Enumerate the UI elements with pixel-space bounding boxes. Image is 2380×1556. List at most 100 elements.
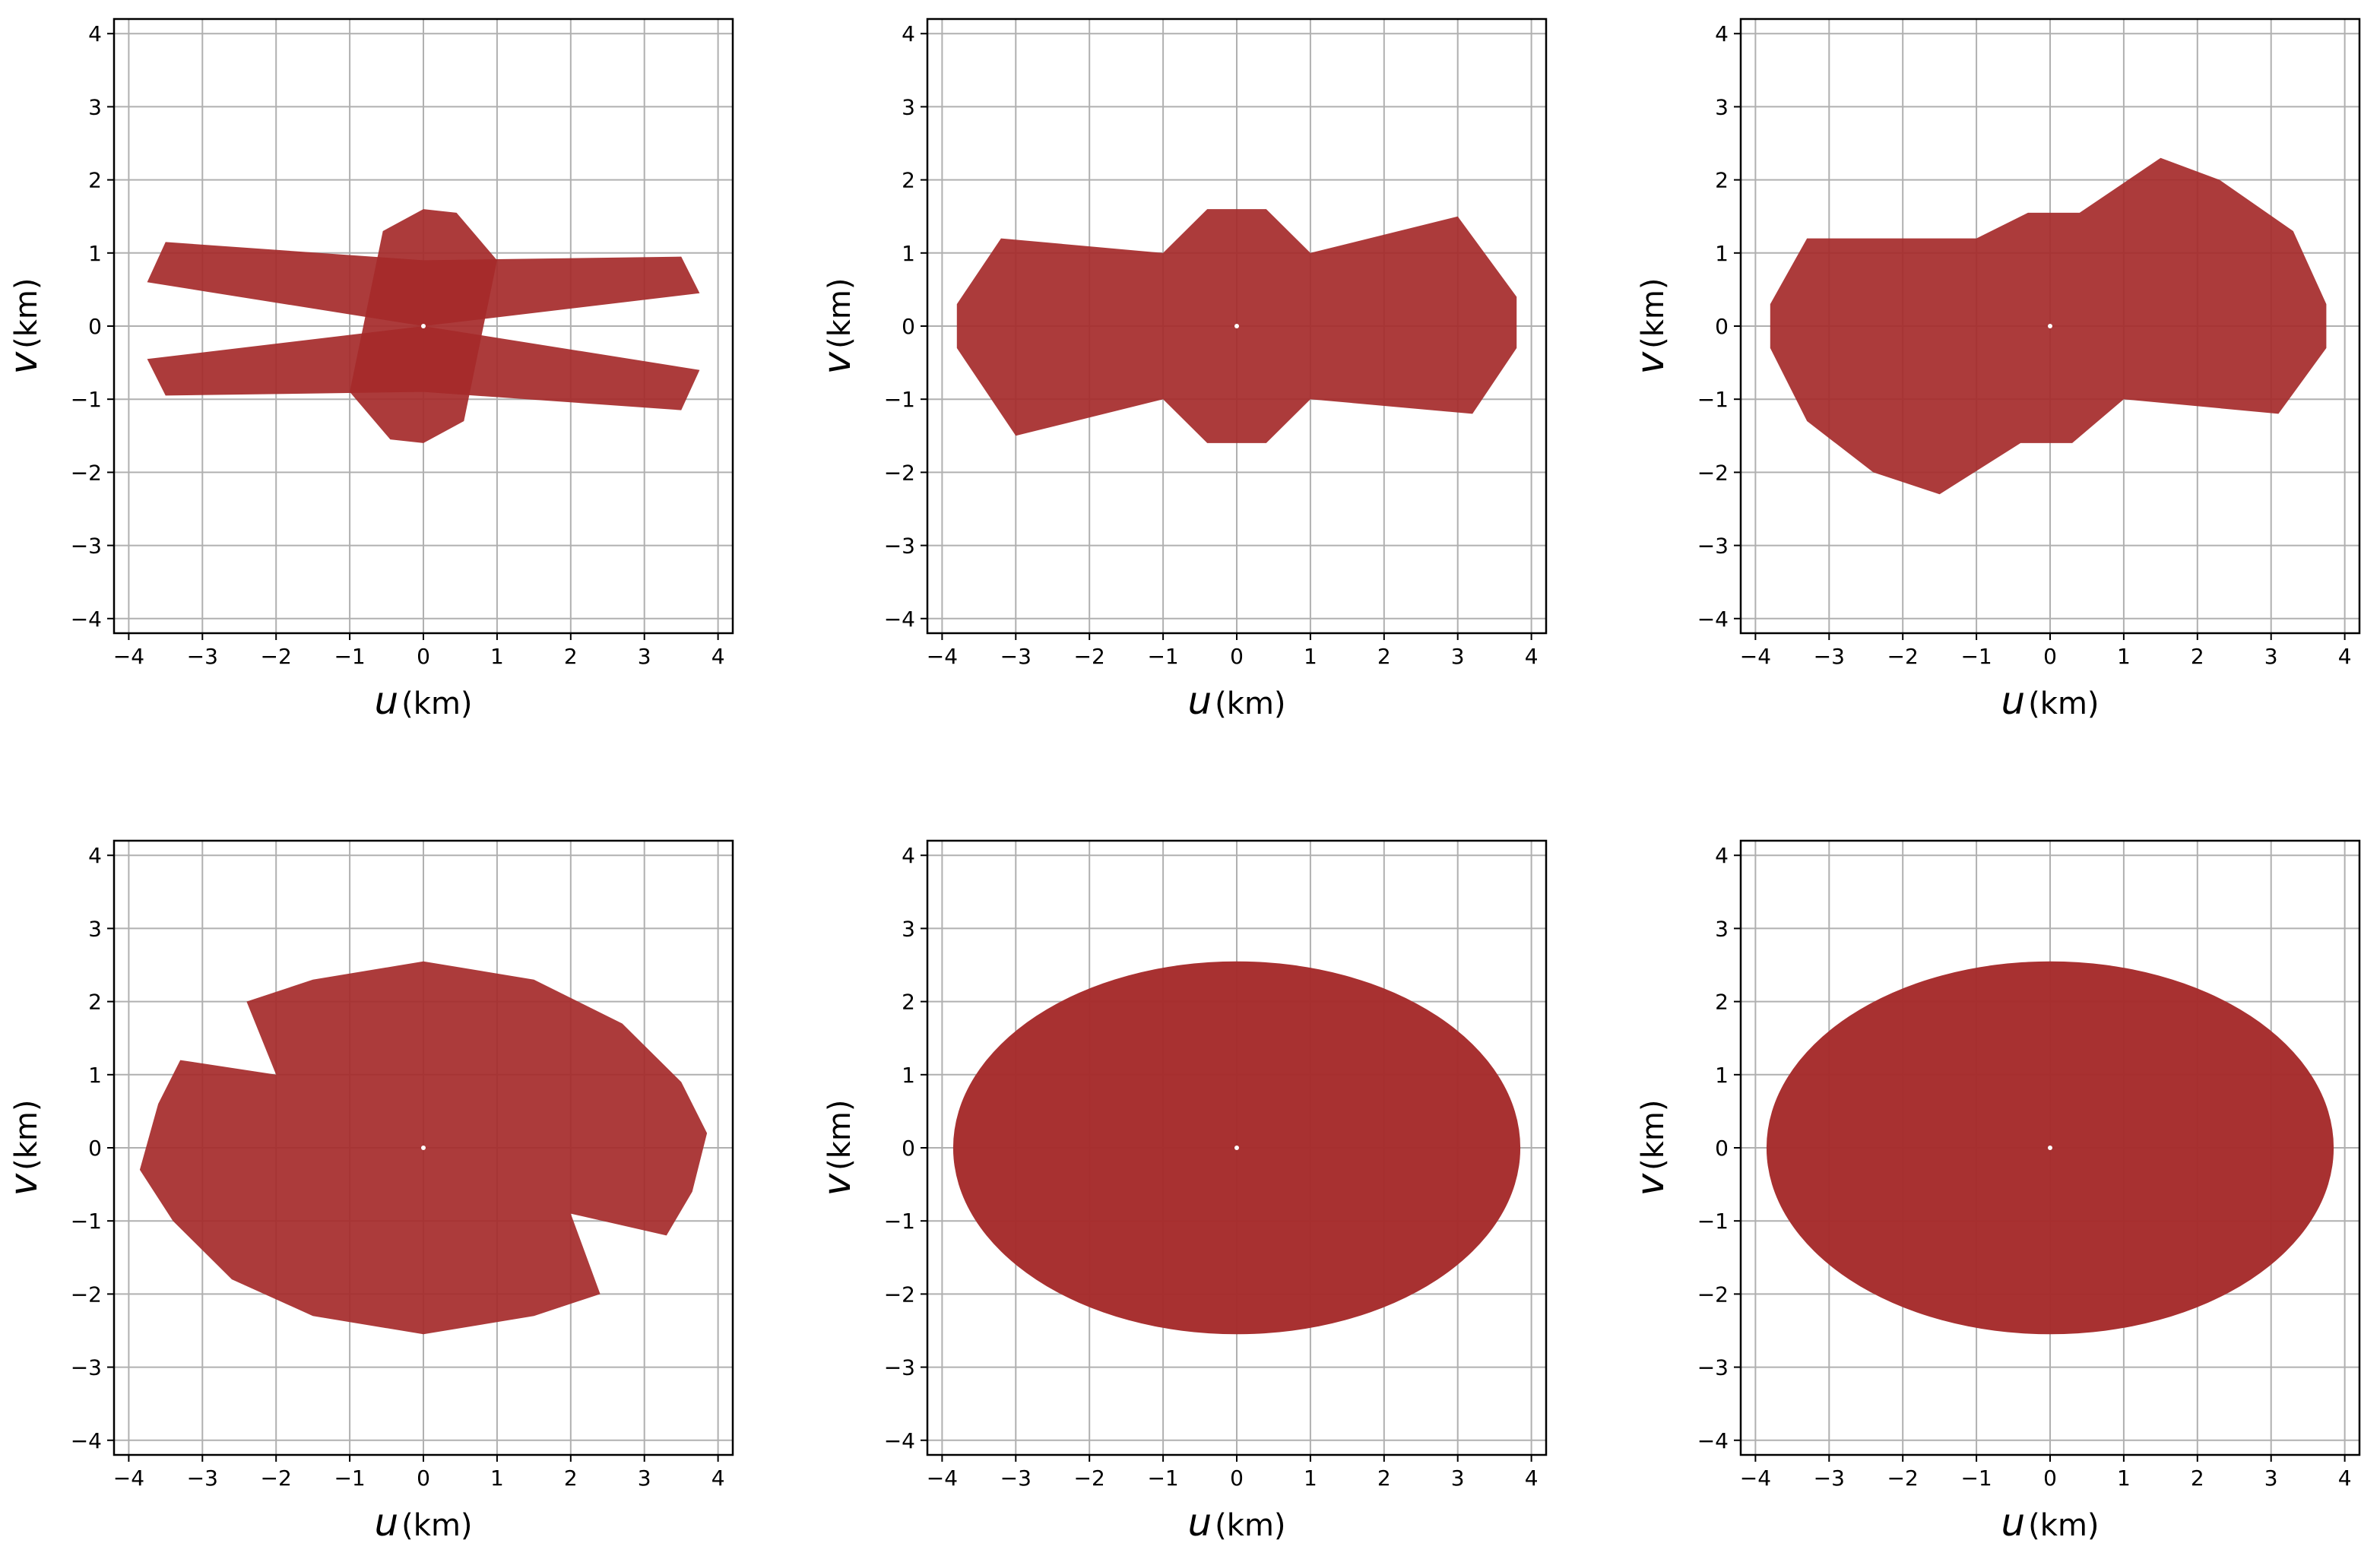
uv-coverage bbox=[952, 961, 1521, 1335]
y-tick-label: −3 bbox=[71, 534, 102, 559]
y-tick-label: −2 bbox=[71, 460, 102, 485]
origin-marker bbox=[421, 1146, 426, 1150]
x-tick-label: −1 bbox=[334, 644, 365, 669]
y-tick-label: 2 bbox=[902, 990, 915, 1015]
y-tick-label: −4 bbox=[1697, 1428, 1729, 1453]
y-tick-label: 1 bbox=[902, 1063, 915, 1088]
y-tick-label: 4 bbox=[88, 843, 102, 868]
scatter-panel: −4 −3 −2 −1 0 1 2 3 4 −4 −3 −2 −1 0 1 2 3 4 u (km) v(km) bbox=[2, 17, 734, 723]
y-tick-label: −3 bbox=[884, 1355, 915, 1380]
x-tick-label: −2 bbox=[1887, 644, 1919, 669]
scatter-panel: −4 −3 −2 −1 0 1 2 3 4 −4 −3 −2 −1 0 1 2 3 4 u (km) v(km) bbox=[815, 17, 1548, 723]
y-axis-label: v(km) bbox=[2, 1100, 46, 1196]
origin-marker bbox=[2048, 1146, 2052, 1150]
y-tick-label: 2 bbox=[1715, 990, 1729, 1015]
x-axis-label: u (km) bbox=[2001, 679, 2099, 723]
x-tick-label: 1 bbox=[2117, 1466, 2131, 1491]
y-tick-label: 4 bbox=[1715, 21, 1729, 46]
x-tick-label: 0 bbox=[1230, 1466, 1244, 1491]
y-tick-label: −3 bbox=[71, 1355, 102, 1380]
x-tick-label: 2 bbox=[1377, 1466, 1391, 1491]
x-tick-label: −2 bbox=[1074, 1466, 1105, 1491]
y-tick-label: 4 bbox=[1715, 843, 1729, 868]
x-tick-label: −1 bbox=[1147, 1466, 1178, 1491]
x-tick-label: −2 bbox=[1887, 1466, 1919, 1491]
x-tick-label: 3 bbox=[638, 644, 651, 669]
x-tick-label: 4 bbox=[1525, 644, 1539, 669]
x-tick-label: −4 bbox=[927, 1466, 958, 1491]
x-tick-label: −2 bbox=[261, 644, 292, 669]
y-tick-label: −3 bbox=[1697, 534, 1729, 559]
y-tick-label: −4 bbox=[884, 607, 915, 632]
x-axis-label: u (km) bbox=[374, 1501, 472, 1545]
x-tick-label: −4 bbox=[1740, 644, 1771, 669]
x-tick-label: 3 bbox=[638, 1466, 651, 1491]
y-axis-label: v(km) bbox=[1628, 1100, 1672, 1196]
y-axis-label: v(km) bbox=[815, 1100, 859, 1196]
x-tick-label: −1 bbox=[1960, 1466, 1992, 1491]
x-tick-label: 2 bbox=[2191, 644, 2204, 669]
x-tick-label: 2 bbox=[564, 1466, 578, 1491]
y-tick-label: −3 bbox=[1697, 1355, 1729, 1380]
y-tick-label: −2 bbox=[1697, 460, 1729, 485]
origin-marker bbox=[421, 324, 426, 328]
x-tick-label: 1 bbox=[2117, 644, 2131, 669]
y-tick-label: 0 bbox=[1715, 314, 1729, 339]
x-tick-label: −1 bbox=[1960, 644, 1992, 669]
y-tick-label: −1 bbox=[1697, 387, 1729, 412]
origin-marker bbox=[1234, 324, 1239, 328]
x-tick-label: −4 bbox=[927, 644, 958, 669]
uv-coverage bbox=[1770, 157, 2327, 495]
y-tick-label: −1 bbox=[884, 387, 915, 412]
y-tick-label: −2 bbox=[1697, 1282, 1729, 1307]
y-tick-label: 2 bbox=[902, 168, 915, 193]
x-tick-label: 0 bbox=[2043, 644, 2057, 669]
x-tick-label: 0 bbox=[417, 1466, 430, 1491]
y-tick-label: 0 bbox=[902, 314, 915, 339]
x-tick-label: −3 bbox=[1814, 1466, 1845, 1491]
x-tick-label: 3 bbox=[2264, 644, 2278, 669]
scatter-panel: −4 −3 −2 −1 0 1 2 3 4 −4 −3 −2 −1 0 1 2 3 4 u (km) v(km) bbox=[1628, 839, 2361, 1545]
y-tick-label: 0 bbox=[1715, 1136, 1729, 1161]
x-tick-label: 0 bbox=[1230, 644, 1244, 669]
x-tick-label: −1 bbox=[334, 1466, 365, 1491]
y-tick-label: −1 bbox=[71, 1209, 102, 1234]
y-tick-label: 1 bbox=[88, 241, 102, 266]
y-tick-label: 0 bbox=[88, 1136, 102, 1161]
y-tick-label: 1 bbox=[88, 1063, 102, 1088]
uv-coverage bbox=[1766, 961, 2334, 1335]
y-tick-label: −2 bbox=[884, 1282, 915, 1307]
x-axis-label: u (km) bbox=[374, 679, 472, 723]
x-tick-label: 4 bbox=[711, 644, 725, 669]
x-tick-label: −4 bbox=[1740, 1466, 1771, 1491]
x-tick-label: 0 bbox=[417, 644, 430, 669]
x-tick-label: 1 bbox=[1304, 644, 1317, 669]
y-axis-label: v(km) bbox=[2, 278, 46, 375]
x-tick-label: 4 bbox=[711, 1466, 725, 1491]
y-tick-label: −4 bbox=[884, 1428, 915, 1453]
y-tick-label: 1 bbox=[902, 241, 915, 266]
x-axis-label: u (km) bbox=[2001, 1501, 2099, 1545]
y-tick-label: 3 bbox=[88, 916, 102, 941]
y-tick-label: 4 bbox=[902, 21, 915, 46]
x-tick-label: 1 bbox=[1304, 1466, 1317, 1491]
y-tick-label: 4 bbox=[902, 843, 915, 868]
y-axis-label: v(km) bbox=[815, 278, 859, 375]
y-tick-label: 3 bbox=[902, 94, 915, 119]
origin-marker bbox=[1234, 1146, 1239, 1150]
x-tick-label: 4 bbox=[2338, 644, 2352, 669]
y-tick-label: 2 bbox=[88, 990, 102, 1015]
origin-marker bbox=[2048, 324, 2052, 328]
uv-coverage bbox=[139, 961, 708, 1335]
y-tick-label: −4 bbox=[71, 1428, 102, 1453]
x-tick-label: 2 bbox=[564, 644, 578, 669]
y-tick-label: 2 bbox=[88, 168, 102, 193]
y-tick-label: −2 bbox=[884, 460, 915, 485]
y-tick-label: −4 bbox=[71, 607, 102, 632]
x-tick-label: 4 bbox=[2338, 1466, 2352, 1491]
y-tick-label: 3 bbox=[1715, 94, 1729, 119]
x-tick-label: −4 bbox=[113, 1466, 144, 1491]
x-axis-label: u (km) bbox=[1187, 679, 1285, 723]
x-tick-label: 3 bbox=[1451, 644, 1465, 669]
